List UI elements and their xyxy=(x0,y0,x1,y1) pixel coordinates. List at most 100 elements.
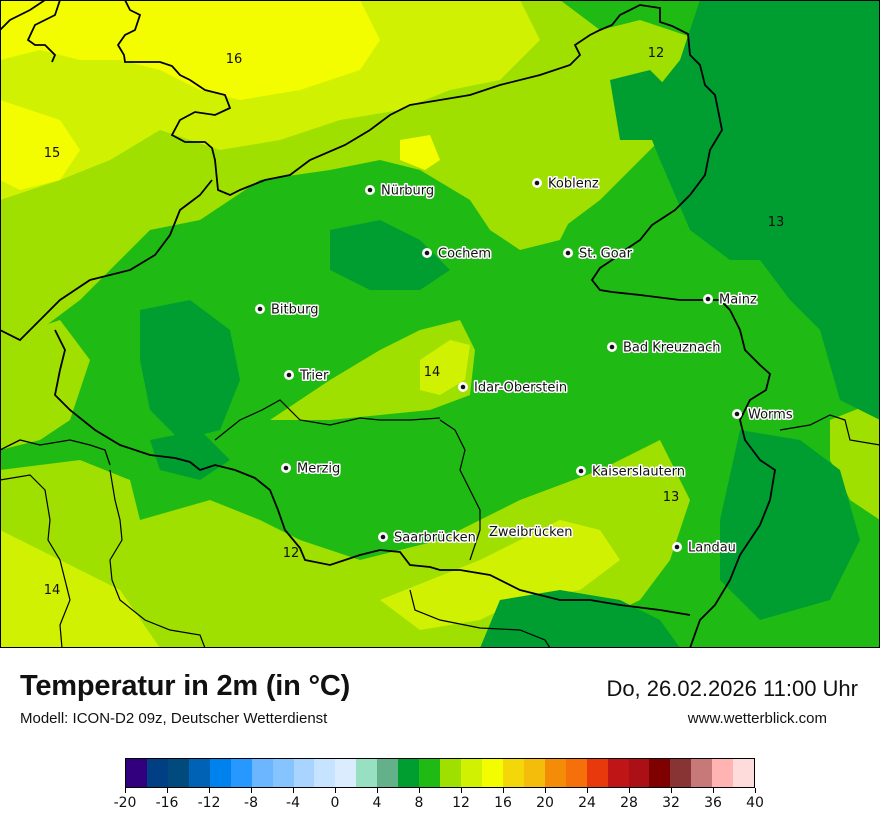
colorbar-segment xyxy=(523,759,545,787)
city-label: Trier xyxy=(299,369,329,384)
city-marker: Mainz xyxy=(703,291,759,309)
colorbar-segment xyxy=(481,759,503,787)
colorbar-segment xyxy=(607,759,629,787)
region-14-16-southwest xyxy=(0,530,160,648)
colorbar-segment xyxy=(544,759,566,787)
colorbar-segment xyxy=(398,759,420,787)
colorbar-tick xyxy=(124,788,126,793)
contour-label: 13 xyxy=(768,215,785,230)
colorbar-tick-label: -8 xyxy=(244,795,258,811)
city-marker: Cochem xyxy=(422,245,493,263)
colorbar-segment xyxy=(649,759,671,787)
colorbar-segment xyxy=(314,759,336,787)
colorbar-tick xyxy=(460,788,462,793)
city-marker: Landau xyxy=(672,539,737,557)
city-marker: St. Goar xyxy=(563,245,634,263)
colorbar-tick-label: 40 xyxy=(746,795,764,811)
region-16-18-nurburg xyxy=(400,135,440,170)
colorbar-tick xyxy=(712,788,714,793)
contour-label: 16 xyxy=(226,52,243,67)
colorbar-tick-label: -4 xyxy=(286,795,300,811)
colorbar-tick-label: 32 xyxy=(662,795,680,811)
colorbar-segment xyxy=(565,759,587,787)
colorbar-segment xyxy=(461,759,482,787)
website-link[interactable]: www.wetterblick.com xyxy=(687,710,827,727)
model-subtitle: Modell: ICON-D2 09z, Deutscher Wetterdie… xyxy=(20,710,328,727)
colorbar-tick xyxy=(418,788,420,793)
region-14-16-central xyxy=(420,340,470,395)
colorbar-segment xyxy=(502,759,524,787)
colorbar-segment xyxy=(712,759,734,787)
region-8-10-koblenz xyxy=(610,70,680,140)
colorbar-tick-label: 0 xyxy=(330,795,340,811)
colorbar-tick-label: 28 xyxy=(620,795,638,811)
city-label: Koblenz xyxy=(548,177,599,192)
city-label: Saarbrücken xyxy=(394,531,476,546)
colorbar-segment xyxy=(586,759,608,787)
forecast-datetime: Do, 26.02.2026 11:00 Uhr xyxy=(606,676,858,701)
colorbar-tick-label: 4 xyxy=(372,795,382,811)
colorbar-tick xyxy=(250,788,252,793)
legend-footer: Temperatur in 2m (in °C) Modell: ICON-D2… xyxy=(0,648,880,830)
city-marker: Merzig xyxy=(281,460,342,478)
contour-labels: 16 15 12 13 14 13 12 14 xyxy=(44,46,785,598)
region-16-18-west xyxy=(0,100,80,190)
city-marker: Worms xyxy=(732,406,794,424)
colorbar-tick xyxy=(334,788,336,793)
region-8-10-hunsrueck xyxy=(330,220,450,290)
colorbar-segment xyxy=(272,759,294,787)
colorbar-segment xyxy=(733,759,755,787)
city-marker: Nürburg xyxy=(365,182,436,200)
city-label: Landau xyxy=(688,541,736,556)
region-8-10-luxembourg xyxy=(140,300,240,440)
colorbar-segment xyxy=(440,759,461,787)
city-label: Bad Kreuznach xyxy=(623,341,721,356)
colorbar-segment xyxy=(251,759,273,787)
colorbar-tick xyxy=(544,788,546,793)
colorbar-segment xyxy=(209,759,231,787)
contour-label: 15 xyxy=(44,146,61,161)
city-marker: Bad Kreuznach xyxy=(607,339,722,357)
city-marker: Zweibrücken xyxy=(488,524,574,542)
colorbar-tick-label: 24 xyxy=(578,795,596,811)
colorbar-segment xyxy=(167,759,189,787)
colorbar-tick-label: 8 xyxy=(414,795,424,811)
city-label: Idar-Oberstein xyxy=(474,381,567,396)
city-label: St. Goar xyxy=(579,247,633,262)
colorbar-tick-label: 36 xyxy=(704,795,722,811)
colorbar-tick xyxy=(292,788,294,793)
colorbar-tick-label: -12 xyxy=(197,795,221,811)
colorbar-tick xyxy=(670,788,672,793)
city-marker: Kaiserslautern xyxy=(576,463,687,481)
colorbar-tick xyxy=(502,788,504,793)
city-marker: Idar-Oberstein xyxy=(458,379,569,397)
colorbar-segment xyxy=(335,759,357,787)
region-14-16-south xyxy=(380,520,620,630)
colorbar-tick xyxy=(376,788,378,793)
chart-title: Temperatur in 2m (in °C) xyxy=(20,670,351,702)
city-marker: Saarbrücken xyxy=(378,529,477,547)
colorbar-tick xyxy=(208,788,210,793)
colorbar xyxy=(125,758,755,788)
colorbar-segment xyxy=(377,759,399,787)
temperature-map: 16 15 12 13 14 13 12 14 Nürburg Koblenz Cochem St.… xyxy=(0,0,880,648)
colorbar-segment xyxy=(126,759,147,787)
city-marker: Koblenz xyxy=(532,175,600,193)
region-12-14-central xyxy=(270,320,475,420)
region-8-10-rhine xyxy=(720,430,860,620)
region-16-18-north xyxy=(0,0,380,100)
contour-label: 14 xyxy=(44,583,61,598)
region-8-10-east xyxy=(640,0,880,420)
colorbar-tick-label: -20 xyxy=(113,795,137,811)
colorbar-segment xyxy=(230,759,252,787)
contour-label: 12 xyxy=(283,546,300,561)
colorbar-segment xyxy=(670,759,692,787)
colorbar-segment xyxy=(628,759,650,787)
contour-label: 13 xyxy=(663,490,680,505)
city-label: Worms xyxy=(748,408,793,423)
colorbar-tick-label: 12 xyxy=(452,795,470,811)
city-label: Nürburg xyxy=(381,184,434,199)
contour-label: 14 xyxy=(424,365,441,380)
city-label: Bitburg xyxy=(271,303,319,318)
colorbar-segment xyxy=(188,759,210,787)
